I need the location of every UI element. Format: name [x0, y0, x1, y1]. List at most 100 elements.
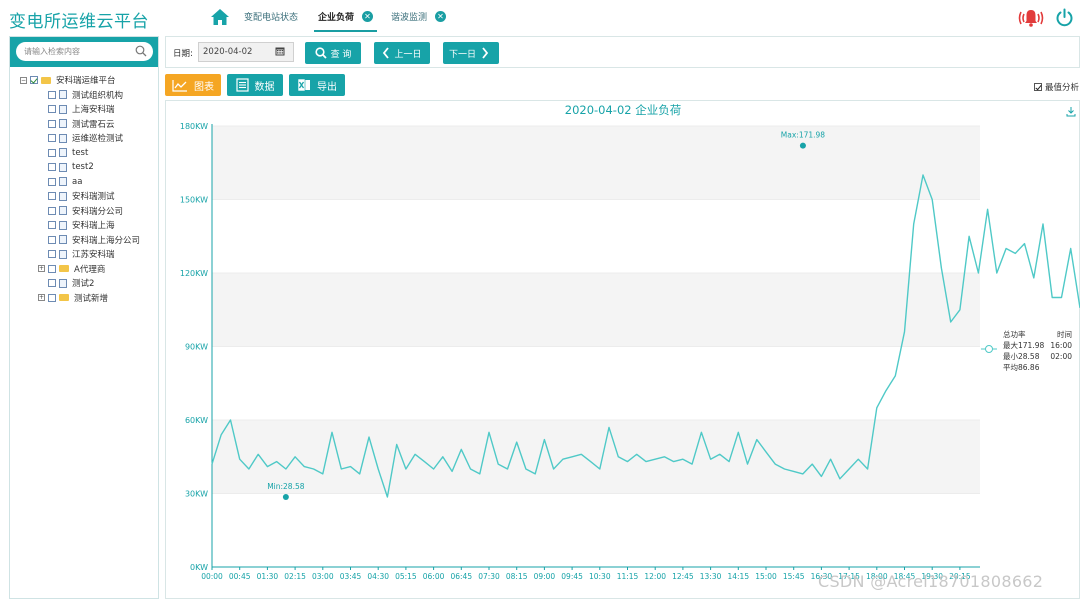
search-input[interactable] — [24, 45, 129, 58]
tab-substation-status[interactable]: 变配电站状态 — [244, 10, 298, 32]
tree-checkbox[interactable] — [48, 250, 56, 259]
summary-max-time: 16:00 — [1050, 341, 1072, 350]
tree-checkbox[interactable] — [48, 105, 56, 114]
document-icon — [59, 249, 67, 259]
x-tick-label: 17:15 — [838, 572, 860, 581]
document-icon — [59, 119, 67, 129]
app-title: 变电所运维云平台 — [9, 12, 149, 32]
tree-node[interactable]: − 安科瑞运维平台 — [20, 73, 140, 88]
top-header: 变电所运维云平台 变配电站状态 企业负荷 ✕ 谐波监测 ✕ — [0, 0, 1080, 34]
document-icon — [59, 104, 67, 114]
tab-label: 变配电站状态 — [244, 13, 299, 23]
tree-node-label: 测试雷石云 — [72, 119, 115, 130]
tree-node[interactable]: 测试组织机构 — [20, 88, 140, 103]
tree-node[interactable]: + A代理商 — [20, 262, 140, 277]
home-icon[interactable] — [210, 8, 230, 26]
tree-checkbox[interactable] — [48, 119, 56, 128]
tree-checkbox[interactable] — [48, 163, 56, 172]
close-icon[interactable]: ✕ — [362, 11, 374, 22]
data-view-button[interactable]: 数据 — [227, 74, 283, 96]
expand-icon[interactable]: + — [38, 294, 45, 302]
x-tick-label: 20:15 — [949, 572, 971, 581]
summary-total-label: 总功率 — [1003, 330, 1026, 339]
close-icon[interactable]: ✕ — [435, 11, 447, 22]
collapse-icon[interactable]: − — [20, 76, 27, 84]
x-tick-label: 03:00 — [312, 572, 334, 581]
tree-node[interactable]: 测试雷石云 — [20, 117, 140, 132]
tree-checkbox[interactable] — [48, 264, 56, 273]
document-icon — [59, 162, 67, 172]
tree-node[interactable]: 测试2 — [20, 276, 140, 291]
min-label: Min:28.58 — [267, 482, 305, 491]
tree-node-label: 安科瑞测试 — [72, 192, 115, 203]
x-tick-label: 07:30 — [478, 572, 500, 581]
x-tick-label: 00:45 — [229, 572, 251, 581]
tree-node[interactable]: aa — [20, 175, 140, 190]
tree-checkbox[interactable] — [48, 90, 56, 99]
tab-harmonic-monitor[interactable]: 谐波监测 ✕ — [391, 10, 447, 32]
tree-node[interactable]: 江苏安科瑞 — [20, 247, 140, 262]
tree-checkbox[interactable] — [48, 221, 56, 230]
tree-node[interactable]: test2 — [20, 160, 140, 175]
x-tick-label: 06:00 — [423, 572, 445, 581]
tree-node[interactable]: 安科瑞上海分公司 — [20, 233, 140, 248]
x-tick-label: 15:00 — [755, 572, 777, 581]
document-icon — [59, 235, 67, 245]
peak-analysis-checkbox[interactable] — [1034, 83, 1042, 91]
x-tick-label: 09:00 — [534, 572, 556, 581]
max-label: Max:171.98 — [781, 131, 826, 140]
peak-analysis-toggle[interactable]: 最值分析 — [1034, 81, 1079, 93]
chart-view-label: 图表 — [194, 81, 214, 93]
document-icon — [235, 78, 249, 92]
tree-checkbox[interactable] — [48, 293, 56, 302]
alarm-bell-icon[interactable] — [1017, 8, 1045, 28]
date-input[interactable]: 2020-04-02 — [198, 42, 294, 62]
tree-checkbox[interactable] — [48, 279, 56, 288]
tab-enterprise-load[interactable]: 企业负荷 ✕ — [313, 10, 378, 32]
tree-checkbox[interactable] — [30, 76, 38, 85]
tree-node[interactable]: 上海安科瑞 — [20, 102, 140, 117]
tree-node-label: aa — [72, 176, 83, 187]
tree-checkbox[interactable] — [48, 134, 56, 143]
x-tick-label: 12:45 — [672, 572, 694, 581]
chart-title: 2020-04-02 企业负荷 — [564, 103, 682, 117]
next-day-button[interactable]: 下一日 — [443, 42, 499, 64]
search-icon[interactable] — [135, 45, 147, 57]
grid-band — [212, 126, 980, 200]
query-button[interactable]: 查 询 — [305, 42, 361, 64]
y-tick-label: 180KW — [180, 122, 208, 131]
x-tick-label: 12:00 — [644, 572, 666, 581]
x-tick-label: 03:45 — [340, 572, 362, 581]
tree-node[interactable]: 安科瑞上海 — [20, 218, 140, 233]
tree-node[interactable]: + 测试新增 — [20, 291, 140, 306]
prev-day-button[interactable]: 上一日 — [374, 42, 430, 64]
document-icon — [59, 177, 67, 187]
chart-view-button[interactable]: 图表 — [165, 74, 221, 96]
expand-icon[interactable]: + — [38, 265, 45, 273]
x-tick-label: 06:45 — [450, 572, 472, 581]
y-tick-label: 90KW — [185, 343, 208, 352]
y-tick-label: 150KW — [180, 196, 208, 205]
x-tick-label: 00:00 — [201, 572, 223, 581]
tree-node[interactable]: 安科瑞测试 — [20, 189, 140, 204]
tree-checkbox[interactable] — [48, 192, 56, 201]
x-tick-label: 02:15 — [284, 572, 306, 581]
folder-icon — [41, 76, 51, 84]
next-day-label: 下一日 — [448, 49, 476, 60]
tree-node-label: test2 — [72, 162, 94, 173]
tree-checkbox[interactable] — [48, 148, 56, 157]
tree-node[interactable]: test — [20, 146, 140, 161]
calendar-icon[interactable] — [275, 46, 285, 56]
tree-checkbox[interactable] — [48, 206, 56, 215]
export-button[interactable]: 导出 — [289, 74, 345, 96]
summary-avg: 平均86.86 — [1003, 363, 1040, 372]
tree-node[interactable]: 运维巡检测试 — [20, 131, 140, 146]
tree-checkbox[interactable] — [48, 235, 56, 244]
download-icon[interactable] — [1066, 106, 1076, 117]
tree-node-label: test — [72, 147, 89, 158]
tree-checkbox[interactable] — [48, 177, 56, 186]
query-button-label: 查 询 — [330, 49, 352, 60]
tree-node[interactable]: 安科瑞分公司 — [20, 204, 140, 219]
excel-icon — [297, 78, 310, 92]
power-icon[interactable] — [1055, 8, 1074, 27]
